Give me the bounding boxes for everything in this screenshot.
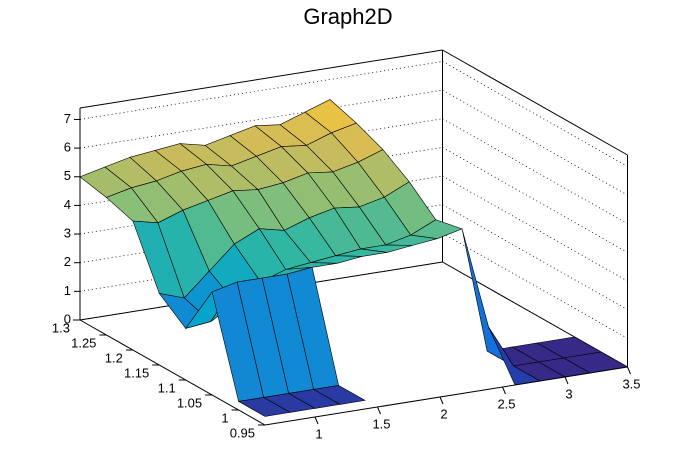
y-tick-label: 1.15 (124, 365, 149, 380)
grid-line (442, 89, 628, 196)
y-tick-label: 1 (221, 410, 228, 425)
y-tick-label: 1.2 (105, 350, 123, 365)
surface-cell (237, 397, 291, 417)
x-tick (564, 376, 569, 385)
x-tick-label: 3.5 (622, 376, 640, 391)
z-tick-label: 2 (64, 254, 71, 269)
grid-line (442, 118, 628, 225)
y-tick-label: 0.95 (230, 425, 255, 440)
x-axis (264, 366, 628, 426)
x-tick (314, 416, 319, 425)
z-tick-label: 0 (64, 311, 71, 326)
box-edge (442, 49, 628, 156)
grid-line (442, 147, 628, 253)
z-tick-label: 6 (64, 140, 71, 155)
x-tick (377, 406, 381, 415)
x-tick (439, 396, 444, 405)
z-tick-label: 7 (64, 111, 71, 126)
x-tick (627, 366, 631, 375)
box-edge (79, 49, 443, 109)
y-tick-label: 1.1 (158, 380, 176, 395)
x-tick-label: 1 (315, 426, 322, 441)
x-tick-label: 3 (565, 386, 572, 401)
y-tick-label: 1.25 (71, 335, 96, 350)
x-tick-label: 1.5 (372, 416, 390, 431)
z-tick-label: 1 (64, 283, 71, 298)
z-tick-label: 3 (64, 225, 71, 240)
grid-line (79, 61, 443, 120)
grid-line (442, 61, 628, 167)
z-tick-label: 4 (64, 197, 71, 212)
z-tick-label: 5 (64, 168, 71, 183)
y-tick-label: 1.05 (177, 395, 202, 410)
x-tick (502, 386, 506, 395)
grid-line (442, 204, 628, 311)
grid-line (442, 233, 628, 339)
x-tick-label: 2.5 (497, 396, 515, 411)
y-tick-label: 1.3 (52, 320, 70, 335)
chart-title: Graph2D (303, 4, 392, 29)
x-tick-label: 2 (440, 406, 447, 421)
y-axis (79, 319, 266, 426)
